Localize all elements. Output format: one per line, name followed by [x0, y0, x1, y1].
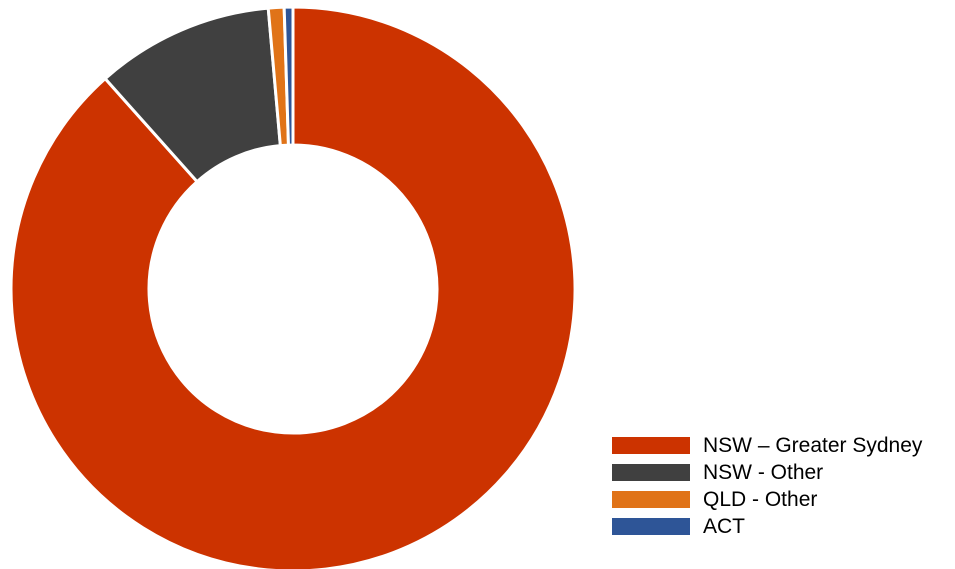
legend-swatch-qld-other	[612, 491, 690, 508]
legend-label-nsw-other: NSW - Other	[703, 460, 824, 484]
legend-item-qld-other: QLD - Other	[612, 486, 952, 513]
donut-slices	[9, 5, 577, 569]
legend-item-nsw-other: NSW - Other	[612, 459, 952, 486]
legend-item-act: ACT	[612, 513, 952, 540]
legend-label-qld-other: QLD - Other	[703, 487, 818, 511]
legend: NSW – Greater Sydney NSW - Other QLD - O…	[612, 432, 952, 540]
legend-swatch-nsw-greater-sydney	[612, 437, 690, 454]
slice-act	[282, 5, 295, 147]
legend-item-nsw-greater-sydney: NSW – Greater Sydney	[612, 432, 952, 459]
legend-swatch-act	[612, 518, 690, 535]
legend-label-act: ACT	[703, 514, 745, 538]
slice-nsw-greater-sydney	[9, 5, 577, 569]
legend-swatch-nsw-other	[612, 464, 690, 481]
legend-label-nsw-greater-sydney: NSW – Greater Sydney	[703, 433, 923, 457]
